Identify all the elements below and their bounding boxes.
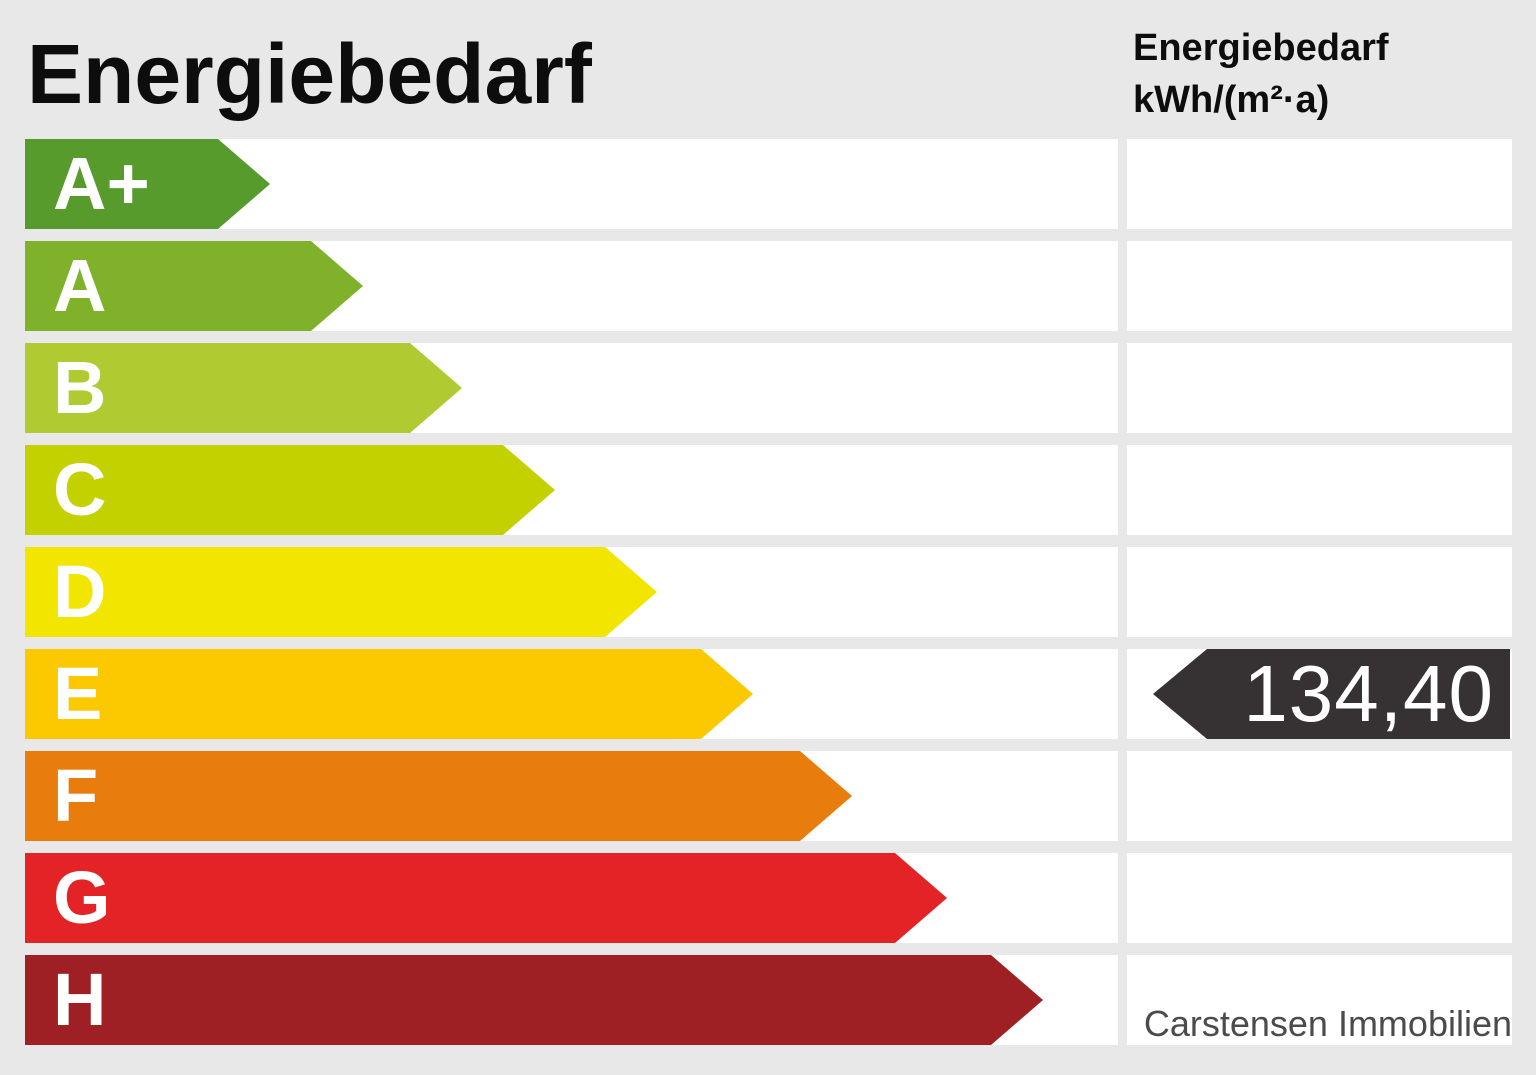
value-cell bbox=[1127, 343, 1512, 433]
energy-class-bar: B bbox=[25, 343, 462, 433]
value-cell: Carstensen Immobilien bbox=[1127, 955, 1512, 1045]
value-cell: 134,40 bbox=[1127, 649, 1512, 739]
energy-class-label: A+ bbox=[53, 142, 150, 225]
unit-header-line2: kWh/(m²·a) bbox=[1133, 79, 1330, 121]
energy-class-label: G bbox=[53, 856, 111, 939]
value-cell bbox=[1127, 751, 1512, 841]
scale-row-track: G bbox=[25, 853, 1118, 943]
scale-row-track: A bbox=[25, 241, 1118, 331]
energy-class-bar: D bbox=[25, 547, 657, 637]
scale-row-track: F bbox=[25, 751, 1118, 841]
energy-class-label: F bbox=[53, 754, 99, 837]
energy-class-label: B bbox=[53, 346, 107, 429]
page-title: Energiebedarf bbox=[27, 27, 592, 121]
scale-row-track: D bbox=[25, 547, 1118, 637]
energy-class-bar: A+ bbox=[25, 139, 270, 229]
energy-class-bar: C bbox=[25, 445, 555, 535]
energy-class-label: C bbox=[53, 448, 107, 531]
value-column: 134,40 Carstensen Immobilien bbox=[1127, 139, 1512, 1045]
scale-row-track: H bbox=[25, 955, 1118, 1045]
scale-row-track: A+ bbox=[25, 139, 1118, 229]
value-cell bbox=[1127, 547, 1512, 637]
scale-row-track: C bbox=[25, 445, 1118, 535]
energy-class-bar: E bbox=[25, 649, 753, 739]
value-cell bbox=[1127, 139, 1512, 229]
scale-row-track: B bbox=[25, 343, 1118, 433]
watermark: Carstensen Immobilien bbox=[1143, 1003, 1512, 1044]
energy-class-label: A bbox=[53, 244, 107, 327]
scale-row-track: E bbox=[25, 649, 1118, 739]
energy-class-bar: A bbox=[25, 241, 363, 331]
energy-class-bar: F bbox=[25, 751, 852, 841]
energy-class-label: D bbox=[53, 550, 107, 633]
energy-scale: A+ A B C D E F G bbox=[25, 139, 1118, 1045]
unit-header-line1: Energiebedarf bbox=[1133, 27, 1389, 69]
value-arrow: 134,40 bbox=[1153, 649, 1510, 739]
value-text: 134,40 bbox=[1243, 649, 1494, 738]
unit-header: Energiebedarf kWh/(m²·a) bbox=[1133, 22, 1389, 126]
energy-class-label: E bbox=[53, 652, 103, 735]
value-cell bbox=[1127, 853, 1512, 943]
energy-class-bar: H bbox=[25, 955, 1043, 1045]
value-cell bbox=[1127, 241, 1512, 331]
energy-class-bar: G bbox=[25, 853, 947, 943]
energy-class-label: H bbox=[53, 958, 107, 1041]
value-cell bbox=[1127, 445, 1512, 535]
